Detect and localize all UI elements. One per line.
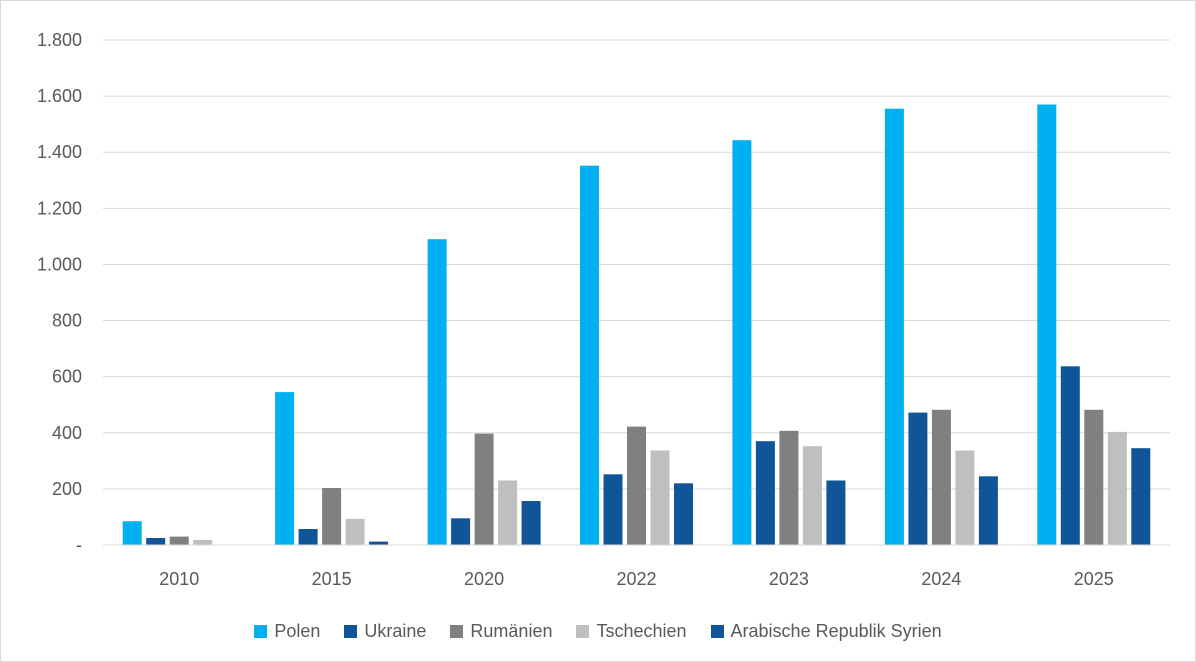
bar-2024-tschechien bbox=[955, 450, 975, 545]
y-tick-label: 200 bbox=[52, 479, 82, 499]
y-tick-label: 1.000 bbox=[37, 254, 82, 274]
y-tick-label: 600 bbox=[52, 367, 82, 387]
bar-2010-ukraine bbox=[146, 538, 166, 545]
y-tick-label: 1.600 bbox=[37, 86, 82, 106]
chart-legend: Polen Ukraine Rumänien Tschechien Arabische … bbox=[0, 616, 1196, 646]
legend-item: Polen bbox=[254, 621, 320, 642]
bar-2023-polen bbox=[732, 140, 752, 545]
legend-label: Ukraine bbox=[364, 620, 427, 641]
bar-2015-polen bbox=[275, 392, 295, 545]
bar-2022-polen bbox=[580, 165, 599, 545]
bar-2024-arabische-republik-syrien bbox=[978, 476, 998, 545]
bar-2010-rum-nien bbox=[169, 536, 189, 545]
y-tick-label: 1.400 bbox=[37, 142, 82, 162]
bar-2024-ukraine bbox=[908, 412, 928, 545]
y-tick-label: 400 bbox=[52, 423, 82, 443]
bar-2015-rum-nien bbox=[322, 488, 342, 545]
y-tick-label: 1.200 bbox=[37, 198, 82, 218]
bar-2015-arabische-republik-syrien bbox=[369, 541, 389, 545]
legend-label: Arabische Republik Syrien bbox=[730, 620, 942, 641]
x-tick-label: 2023 bbox=[769, 569, 809, 589]
bar-2024-rum-nien bbox=[931, 409, 951, 545]
legend-item: Ukraine bbox=[344, 621, 426, 642]
legend-item: Arabische Republik Syrien bbox=[710, 620, 942, 642]
y-tick-label: 1.800 bbox=[37, 30, 82, 50]
legend-swatch bbox=[710, 624, 724, 638]
gridlines bbox=[103, 39, 1170, 490]
bar-2020-rum-nien bbox=[474, 433, 494, 545]
bar-2023-arabische-republik-syrien bbox=[826, 480, 846, 545]
x-tick-label: 2024 bbox=[921, 569, 961, 589]
bar-2020-polen bbox=[427, 239, 447, 545]
bar-2024-polen bbox=[884, 108, 904, 545]
x-axis-tick-labels: 2010 2015 2020 2022 2023 2024 2025 bbox=[159, 569, 1114, 589]
bar-2020-ukraine bbox=[451, 518, 471, 545]
legend-item: Tschechien bbox=[576, 620, 687, 642]
legend-item: Rumänien bbox=[450, 621, 552, 642]
bar-2025-tschechien bbox=[1107, 431, 1127, 545]
bar-2025-arabische-republik-syrien bbox=[1131, 448, 1151, 545]
y-tick-label: - bbox=[76, 535, 82, 555]
legend-swatch bbox=[450, 624, 464, 638]
bar-2023-rum-nien bbox=[779, 430, 799, 545]
legend-swatch bbox=[344, 624, 358, 638]
bar-2025-rum-nien bbox=[1084, 409, 1104, 545]
y-axis-tick-labels: - 200 400 600 800 1.000 1.200 1.400 1.600 1.800 bbox=[37, 30, 82, 555]
x-tick-label: 2010 bbox=[159, 569, 199, 589]
y-tick-label: 800 bbox=[52, 311, 82, 331]
bar-2022-rum-nien bbox=[627, 426, 646, 545]
bars bbox=[122, 104, 1151, 545]
legend-label: Tschechien bbox=[596, 620, 687, 641]
legend-swatch bbox=[254, 624, 268, 638]
bar-2025-polen bbox=[1037, 104, 1057, 545]
bar-2023-ukraine bbox=[755, 441, 775, 545]
bar-2022-arabische-republik-syrien bbox=[674, 483, 693, 545]
bar-2020-arabische-republik-syrien bbox=[521, 501, 541, 545]
bar-2023-tschechien bbox=[802, 446, 822, 545]
x-tick-label: 2020 bbox=[464, 569, 504, 589]
bar-2022-ukraine bbox=[603, 474, 623, 545]
bar-2020-tschechien bbox=[498, 480, 518, 545]
bar-2025-ukraine bbox=[1060, 366, 1080, 545]
bar-2015-ukraine bbox=[298, 529, 318, 545]
x-tick-label: 2015 bbox=[312, 569, 352, 589]
x-tick-label: 2025 bbox=[1074, 569, 1114, 589]
x-tick-label: 2022 bbox=[616, 569, 656, 589]
bar-2010-polen bbox=[122, 521, 142, 545]
legend-swatch bbox=[576, 624, 590, 638]
bar-2010-tschechien bbox=[193, 540, 213, 545]
bar-2015-tschechien bbox=[345, 518, 365, 545]
legend-label: Rumänien bbox=[470, 620, 553, 641]
bar-2022-tschechien bbox=[650, 450, 670, 545]
legend-label: Polen bbox=[274, 620, 321, 641]
